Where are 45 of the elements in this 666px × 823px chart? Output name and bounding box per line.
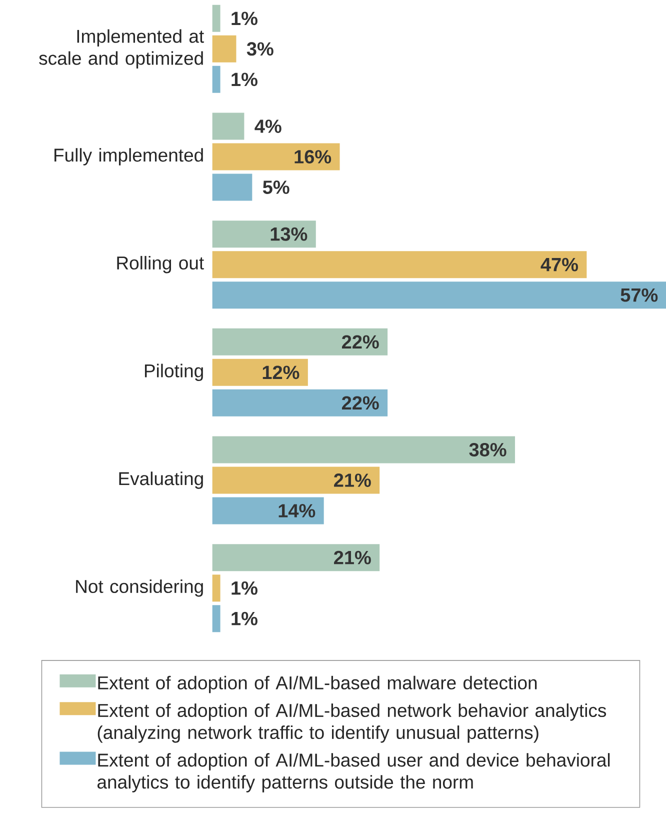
- data-label: 1%: [232, 581, 258, 595]
- bar: [212, 328, 388, 356]
- bar: [212, 66, 220, 93]
- bar: [212, 466, 380, 494]
- y-tick-label: Piloting: [144, 364, 203, 382]
- data-label: 5%: [262, 180, 290, 194]
- bar: [212, 112, 244, 140]
- bar: [212, 358, 308, 386]
- bar: [212, 220, 316, 248]
- legend-label: Extent of adoption of AI/ML-based network behavior analytics (analyzing network traffic to identify unusual patterns): [98, 703, 606, 743]
- bar: [212, 35, 236, 62]
- bar: [212, 436, 515, 464]
- y-tick-label: Implemented at scale and optimized: [38, 29, 204, 69]
- bar: [212, 251, 587, 278]
- data-label: 13%: [270, 227, 308, 241]
- data-label: 57%: [620, 288, 658, 302]
- data-label: 1%: [232, 612, 258, 626]
- data-label: 3%: [246, 42, 274, 56]
- data-label: 21%: [334, 474, 371, 487]
- y-tick-label: Evaluating: [119, 472, 203, 489]
- bar: [212, 605, 220, 632]
- data-label: 38%: [469, 442, 506, 456]
- legend-label: Extent of adoption of AI/ML-based malware detection: [98, 676, 536, 694]
- bar: [212, 143, 340, 170]
- data-label: 16%: [294, 150, 331, 164]
- y-tick-label: Fully implemented: [54, 148, 203, 166]
- y-tick-label: Rolling out: [117, 256, 204, 274]
- data-label: 47%: [540, 258, 578, 272]
- data-label: 1%: [232, 72, 258, 86]
- data-label: 12%: [262, 366, 300, 380]
- data-label: 22%: [342, 335, 379, 349]
- data-label: 4%: [254, 120, 282, 133]
- legend-label: Extent of adoption of AI/ML-based user and device behavioral analytics to identify patterns outside the norm: [97, 753, 610, 792]
- bar: [212, 574, 220, 602]
- y-tick-label: Not considering: [76, 579, 203, 597]
- bar: [212, 389, 388, 416]
- data-label: 22%: [342, 396, 379, 410]
- bar: [212, 174, 252, 201]
- data-label: 1%: [232, 12, 258, 26]
- bar: [212, 497, 324, 524]
- bar: [212, 4, 220, 32]
- data-label: 14%: [278, 504, 315, 518]
- bar: [212, 544, 380, 572]
- bar: [212, 282, 666, 309]
- data-label: 21%: [334, 550, 371, 564]
